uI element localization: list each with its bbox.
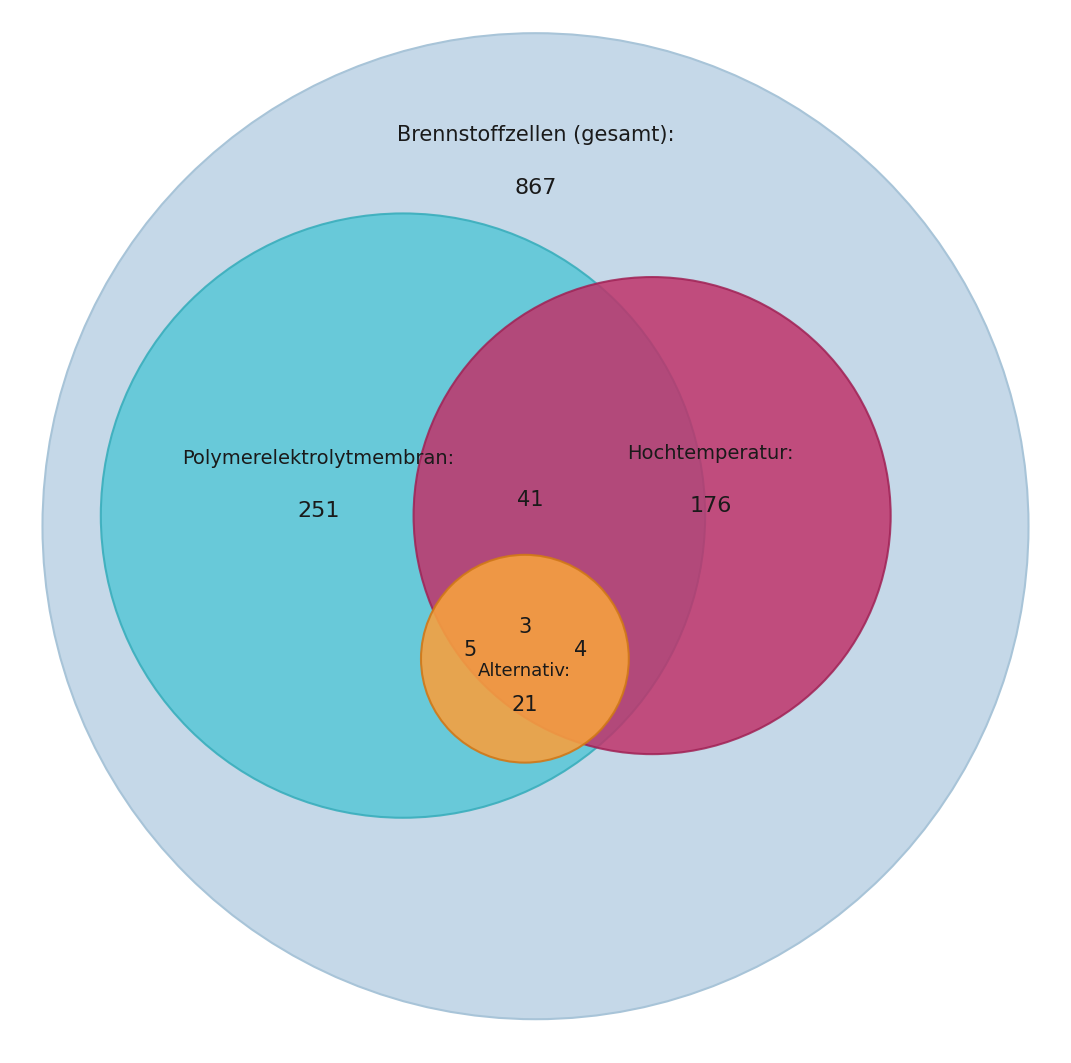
Circle shape bbox=[413, 277, 891, 754]
Text: 176: 176 bbox=[690, 495, 731, 516]
Text: 5: 5 bbox=[463, 640, 477, 660]
Text: 41: 41 bbox=[517, 490, 543, 509]
Text: 21: 21 bbox=[512, 695, 538, 715]
Text: 867: 867 bbox=[514, 178, 557, 198]
Text: 3: 3 bbox=[518, 617, 531, 637]
Circle shape bbox=[43, 33, 1028, 1019]
Text: Brennstoffzellen (gesamt):: Brennstoffzellen (gesamt): bbox=[396, 124, 675, 145]
Text: 251: 251 bbox=[297, 501, 340, 521]
Circle shape bbox=[101, 214, 705, 817]
Text: Polymerelektrolytmembran:: Polymerelektrolytmembran: bbox=[182, 449, 454, 468]
Text: Alternativ:: Alternativ: bbox=[479, 662, 572, 680]
Text: Hochtemperatur:: Hochtemperatur: bbox=[628, 443, 794, 462]
Text: 4: 4 bbox=[574, 640, 588, 660]
Circle shape bbox=[421, 555, 629, 762]
